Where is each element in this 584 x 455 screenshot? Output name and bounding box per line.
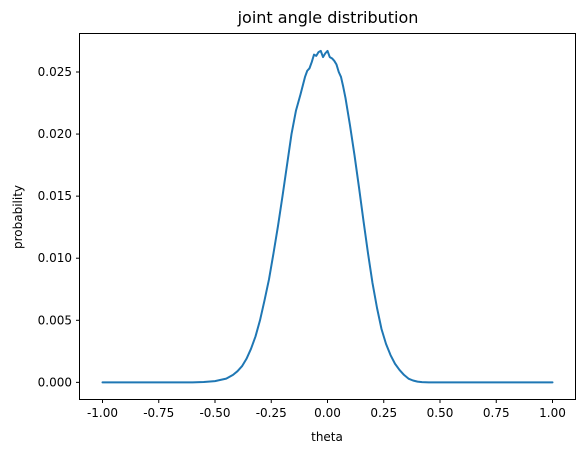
chart-title: joint angle distribution: [237, 8, 419, 27]
y-tick-label: 0.015: [38, 189, 72, 203]
y-tick-label: 0.025: [38, 65, 72, 79]
x-tick-label: 0.50: [427, 406, 454, 420]
x-tick-label: 0.75: [483, 406, 510, 420]
y-axis-label: probability: [11, 185, 25, 249]
y-tick-label: 0.000: [38, 375, 72, 389]
y-axis: 0.000 0.005 0.010 0.015 0.020 0.025: [38, 65, 80, 389]
series-line-0: [101, 49, 554, 384]
x-tick-label: -0.25: [256, 406, 287, 420]
x-axis: -1.00 -0.75 -0.50 -0.25 0.00 0.25 0.50 0.75 1.00: [87, 399, 566, 420]
x-tick-label: 0.25: [370, 406, 397, 420]
x-tick-label: -1.00: [87, 406, 118, 420]
plot-area: [101, 49, 554, 384]
x-tick-label: -0.50: [199, 406, 230, 420]
x-tick-label: 1.00: [539, 406, 566, 420]
y-tick-label: 0.020: [38, 127, 72, 141]
y-tick-label: 0.010: [38, 251, 72, 265]
x-axis-label: theta: [311, 430, 343, 444]
plot-frame: [79, 33, 576, 400]
y-tick-label: 0.005: [38, 313, 72, 327]
x-tick-label: -0.75: [143, 406, 174, 420]
x-tick-label: 0.00: [314, 406, 341, 420]
